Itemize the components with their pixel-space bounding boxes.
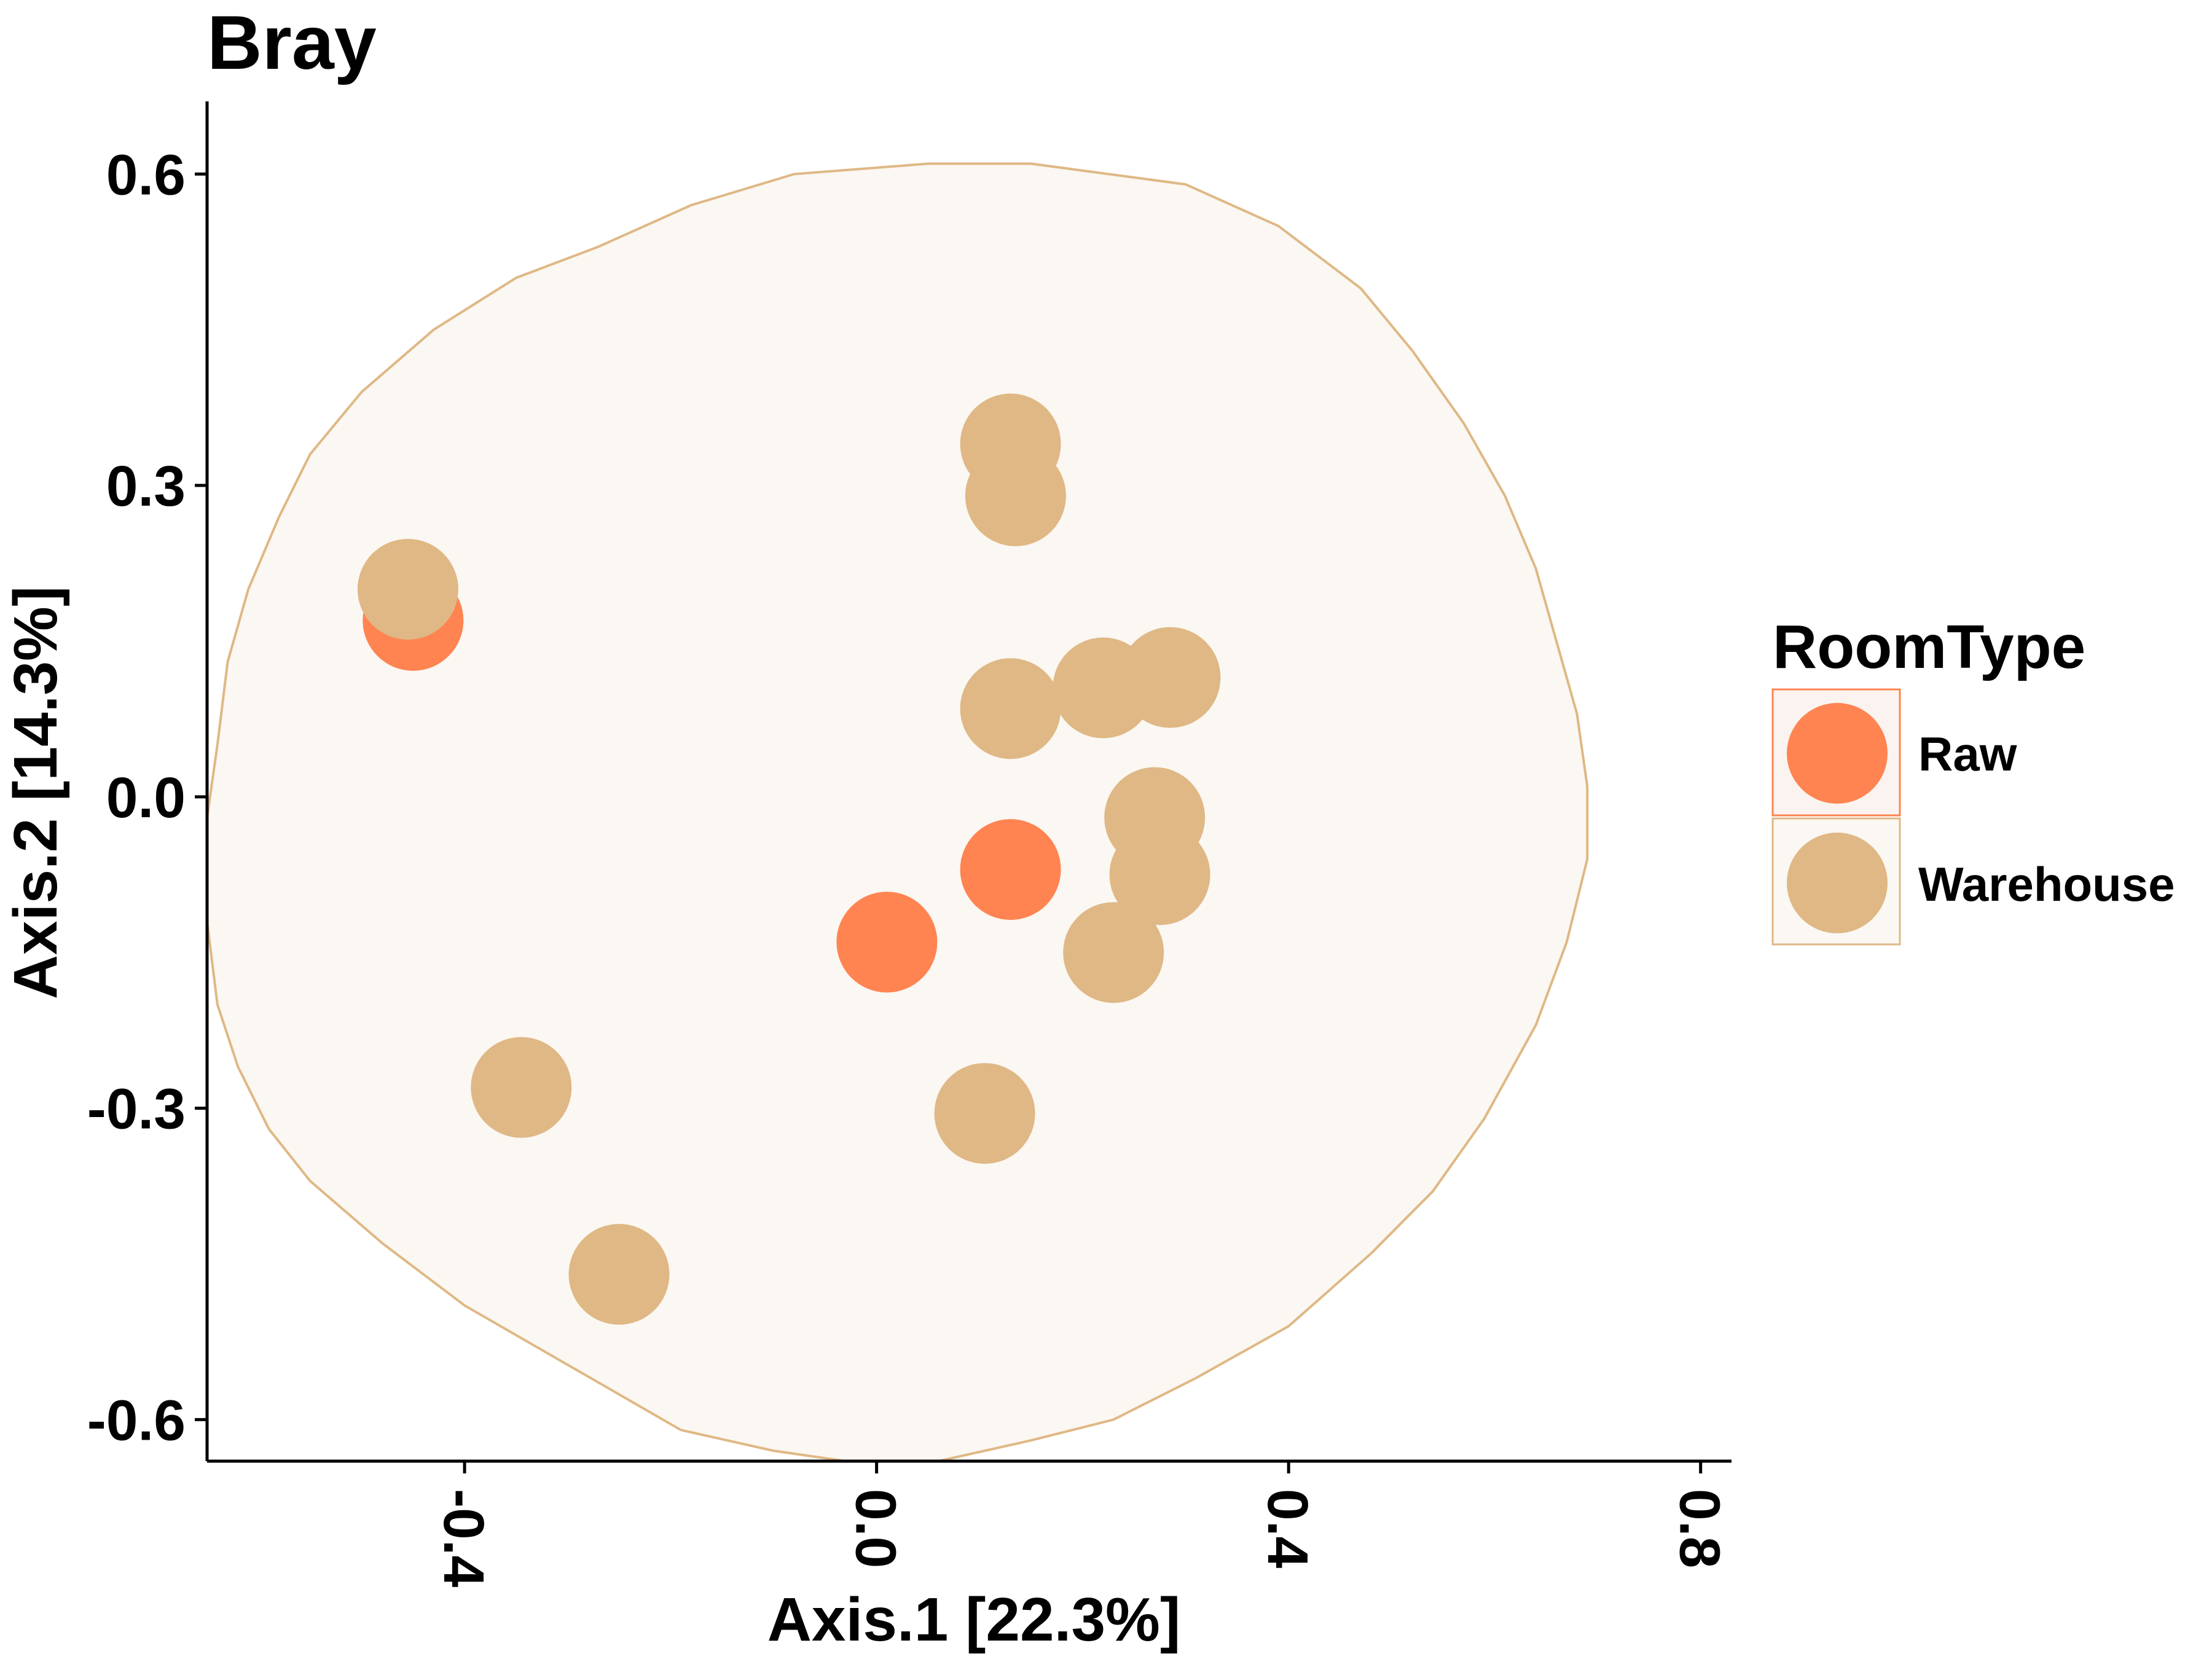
points-layer bbox=[357, 393, 1221, 1325]
legend: RoomType Raw Warehouse bbox=[1771, 613, 2175, 946]
point-raw-2 bbox=[960, 819, 1061, 920]
legend-label-warehouse: Warehouse bbox=[1918, 857, 2175, 911]
y-tick-label: 0.0 bbox=[106, 766, 186, 830]
point-warehouse-8 bbox=[1109, 824, 1210, 925]
point-warehouse-12 bbox=[568, 1223, 670, 1325]
x-tick-label: 0.0 bbox=[844, 1489, 908, 1568]
y-tick-label: 0.3 bbox=[106, 454, 186, 518]
chart-title: Bray bbox=[207, 1, 377, 85]
point-warehouse-9 bbox=[1063, 902, 1164, 1003]
warehouse-confidence-ellipse bbox=[206, 162, 1589, 1462]
point-warehouse-1 bbox=[357, 539, 458, 640]
y-axis-title: Axis.2 [14.3%] bbox=[1, 586, 70, 1000]
y-tick-label: -0.6 bbox=[87, 1388, 186, 1452]
point-warehouse-4 bbox=[960, 658, 1061, 759]
y-tick-label: -0.3 bbox=[87, 1077, 186, 1141]
ellipse-layer bbox=[206, 162, 1589, 1462]
x-tick-label: 0.8 bbox=[1668, 1489, 1732, 1568]
legend-key-warehouse bbox=[1787, 833, 1888, 933]
point-warehouse-6 bbox=[1120, 627, 1221, 728]
point-warehouse-11 bbox=[471, 1037, 572, 1138]
point-raw-3 bbox=[836, 892, 938, 993]
x-tick-label: 0.4 bbox=[1256, 1489, 1320, 1569]
legend-label-raw: Raw bbox=[1918, 727, 2017, 781]
legend-key-raw bbox=[1787, 703, 1888, 804]
point-warehouse-3 bbox=[965, 445, 1066, 546]
x-axis-title: Axis.1 [22.3%] bbox=[767, 1585, 1181, 1654]
y-tick-label: 0.6 bbox=[106, 143, 186, 206]
legend-title: RoomType bbox=[1773, 613, 2085, 681]
point-warehouse-10 bbox=[934, 1063, 1035, 1164]
x-tick-label: -0.4 bbox=[432, 1489, 496, 1588]
axes: 0.6 0.3 0.0 -0.3 -0.6 -0.4 0.0 0.4 0.8 bbox=[87, 101, 1732, 1588]
